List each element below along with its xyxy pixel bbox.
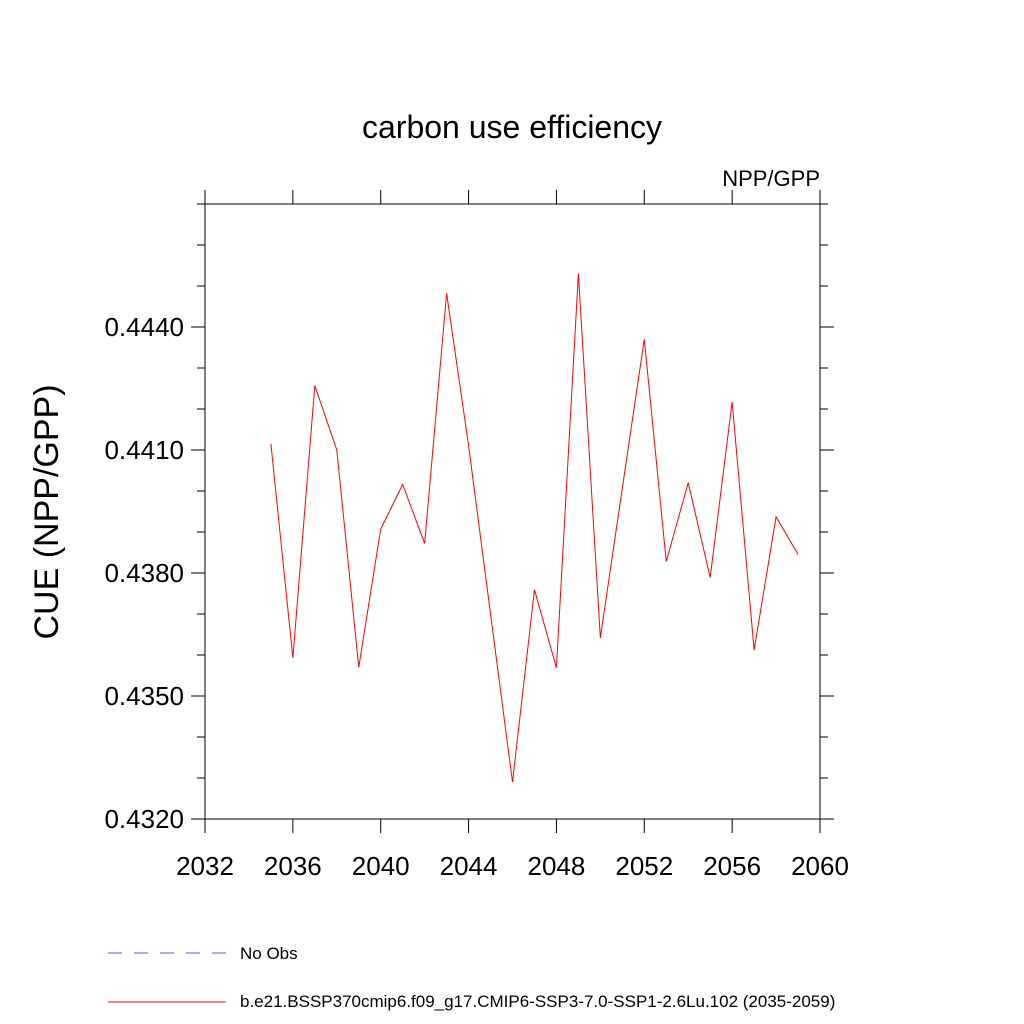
chart-title: carbon use efficiency — [362, 109, 662, 145]
x-tick-label: 2044 — [440, 851, 498, 881]
x-tick-label: 2056 — [703, 851, 761, 881]
y-tick-label: 0.4440 — [104, 312, 184, 342]
x-tick-label: 2048 — [528, 851, 586, 881]
x-tick-label: 2052 — [615, 851, 673, 881]
x-tick-label: 2036 — [264, 851, 322, 881]
y-tick-label: 0.4380 — [104, 558, 184, 588]
series-line-1 — [270, 273, 799, 783]
chart-subtitle: NPP/GPP — [722, 166, 820, 191]
legend-label-model: b.e21.BSSP370cmip6.f09_g17.CMIP6-SSP3-7.… — [240, 992, 835, 1011]
plot-axes: 2032 2036 2040 2044 2048 2052 2056 2060 0.4320 0.… — [104, 190, 849, 881]
y-tick-label: 0.4350 — [104, 681, 184, 711]
y-tick-label: 0.4320 — [104, 804, 184, 834]
plot-frame — [204, 203, 821, 820]
legend-label-no-obs: No Obs — [240, 944, 298, 963]
x-tick-label: 2032 — [176, 851, 234, 881]
series-layer — [270, 273, 799, 783]
legend: No Obs b.e21.BSSP370cmip6.f09_g17.CMIP6-… — [108, 944, 835, 1011]
y-axis-label: CUE (NPP/GPP) — [28, 384, 66, 639]
x-tick-label: 2040 — [352, 851, 410, 881]
y-tick-label: 0.4410 — [104, 435, 184, 465]
x-tick-label: 2060 — [791, 851, 849, 881]
